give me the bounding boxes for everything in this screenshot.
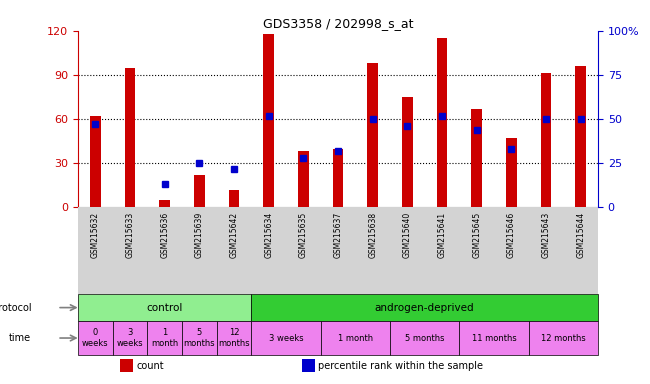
- Text: GSM215644: GSM215644: [576, 212, 585, 258]
- Text: GSM215639: GSM215639: [195, 212, 204, 258]
- Text: 0
weeks: 0 weeks: [82, 328, 109, 348]
- Text: GSM215645: GSM215645: [472, 212, 481, 258]
- Text: 12
months: 12 months: [218, 328, 250, 348]
- Text: androgen-deprived: androgen-deprived: [375, 303, 474, 313]
- Text: GSM215635: GSM215635: [299, 212, 308, 258]
- Bar: [148, 321, 182, 355]
- Text: 3
weeks: 3 weeks: [117, 328, 143, 348]
- Bar: [575, 66, 586, 207]
- Text: GSM215641: GSM215641: [437, 212, 447, 258]
- Bar: [298, 151, 309, 207]
- Text: GSM215637: GSM215637: [333, 212, 343, 258]
- Bar: [367, 63, 378, 207]
- Bar: [216, 321, 252, 355]
- Bar: [390, 321, 460, 355]
- Bar: [541, 73, 551, 207]
- Bar: [125, 68, 135, 207]
- Bar: [333, 149, 343, 207]
- Bar: [437, 38, 447, 207]
- Bar: [460, 321, 528, 355]
- Text: GSM215632: GSM215632: [91, 212, 100, 258]
- Bar: [528, 321, 598, 355]
- Bar: [194, 175, 205, 207]
- Title: GDS3358 / 202998_s_at: GDS3358 / 202998_s_at: [263, 17, 413, 30]
- Bar: [302, 359, 315, 372]
- Text: control: control: [146, 303, 183, 313]
- Text: 1
month: 1 month: [151, 328, 178, 348]
- Text: count: count: [136, 361, 164, 371]
- Text: 11 months: 11 months: [472, 334, 516, 343]
- Bar: [252, 294, 598, 321]
- Bar: [506, 138, 517, 207]
- Text: 12 months: 12 months: [541, 334, 586, 343]
- Bar: [90, 116, 101, 207]
- Text: 1 month: 1 month: [338, 334, 373, 343]
- Text: GSM215638: GSM215638: [368, 212, 377, 258]
- Bar: [402, 97, 413, 207]
- Text: 3 weeks: 3 weeks: [268, 334, 304, 343]
- Bar: [471, 109, 482, 207]
- Bar: [229, 190, 239, 207]
- Text: GSM215643: GSM215643: [541, 212, 551, 258]
- Bar: [320, 321, 390, 355]
- Text: 5
months: 5 months: [183, 328, 215, 348]
- Bar: [78, 321, 112, 355]
- Bar: [252, 321, 320, 355]
- Bar: [78, 294, 252, 321]
- Text: GSM215640: GSM215640: [403, 212, 412, 258]
- Bar: [112, 321, 148, 355]
- Text: GSM215636: GSM215636: [160, 212, 169, 258]
- Bar: [182, 321, 216, 355]
- Text: growth protocol: growth protocol: [0, 303, 31, 313]
- Bar: [263, 34, 274, 207]
- Text: GSM215646: GSM215646: [507, 212, 516, 258]
- Text: GSM215633: GSM215633: [125, 212, 135, 258]
- Bar: [159, 200, 170, 207]
- Text: percentile rank within the sample: percentile rank within the sample: [318, 361, 483, 371]
- Text: GSM215634: GSM215634: [264, 212, 273, 258]
- Bar: [120, 359, 133, 372]
- Text: 5 months: 5 months: [405, 334, 445, 343]
- Text: time: time: [9, 333, 31, 343]
- Text: GSM215642: GSM215642: [229, 212, 239, 258]
